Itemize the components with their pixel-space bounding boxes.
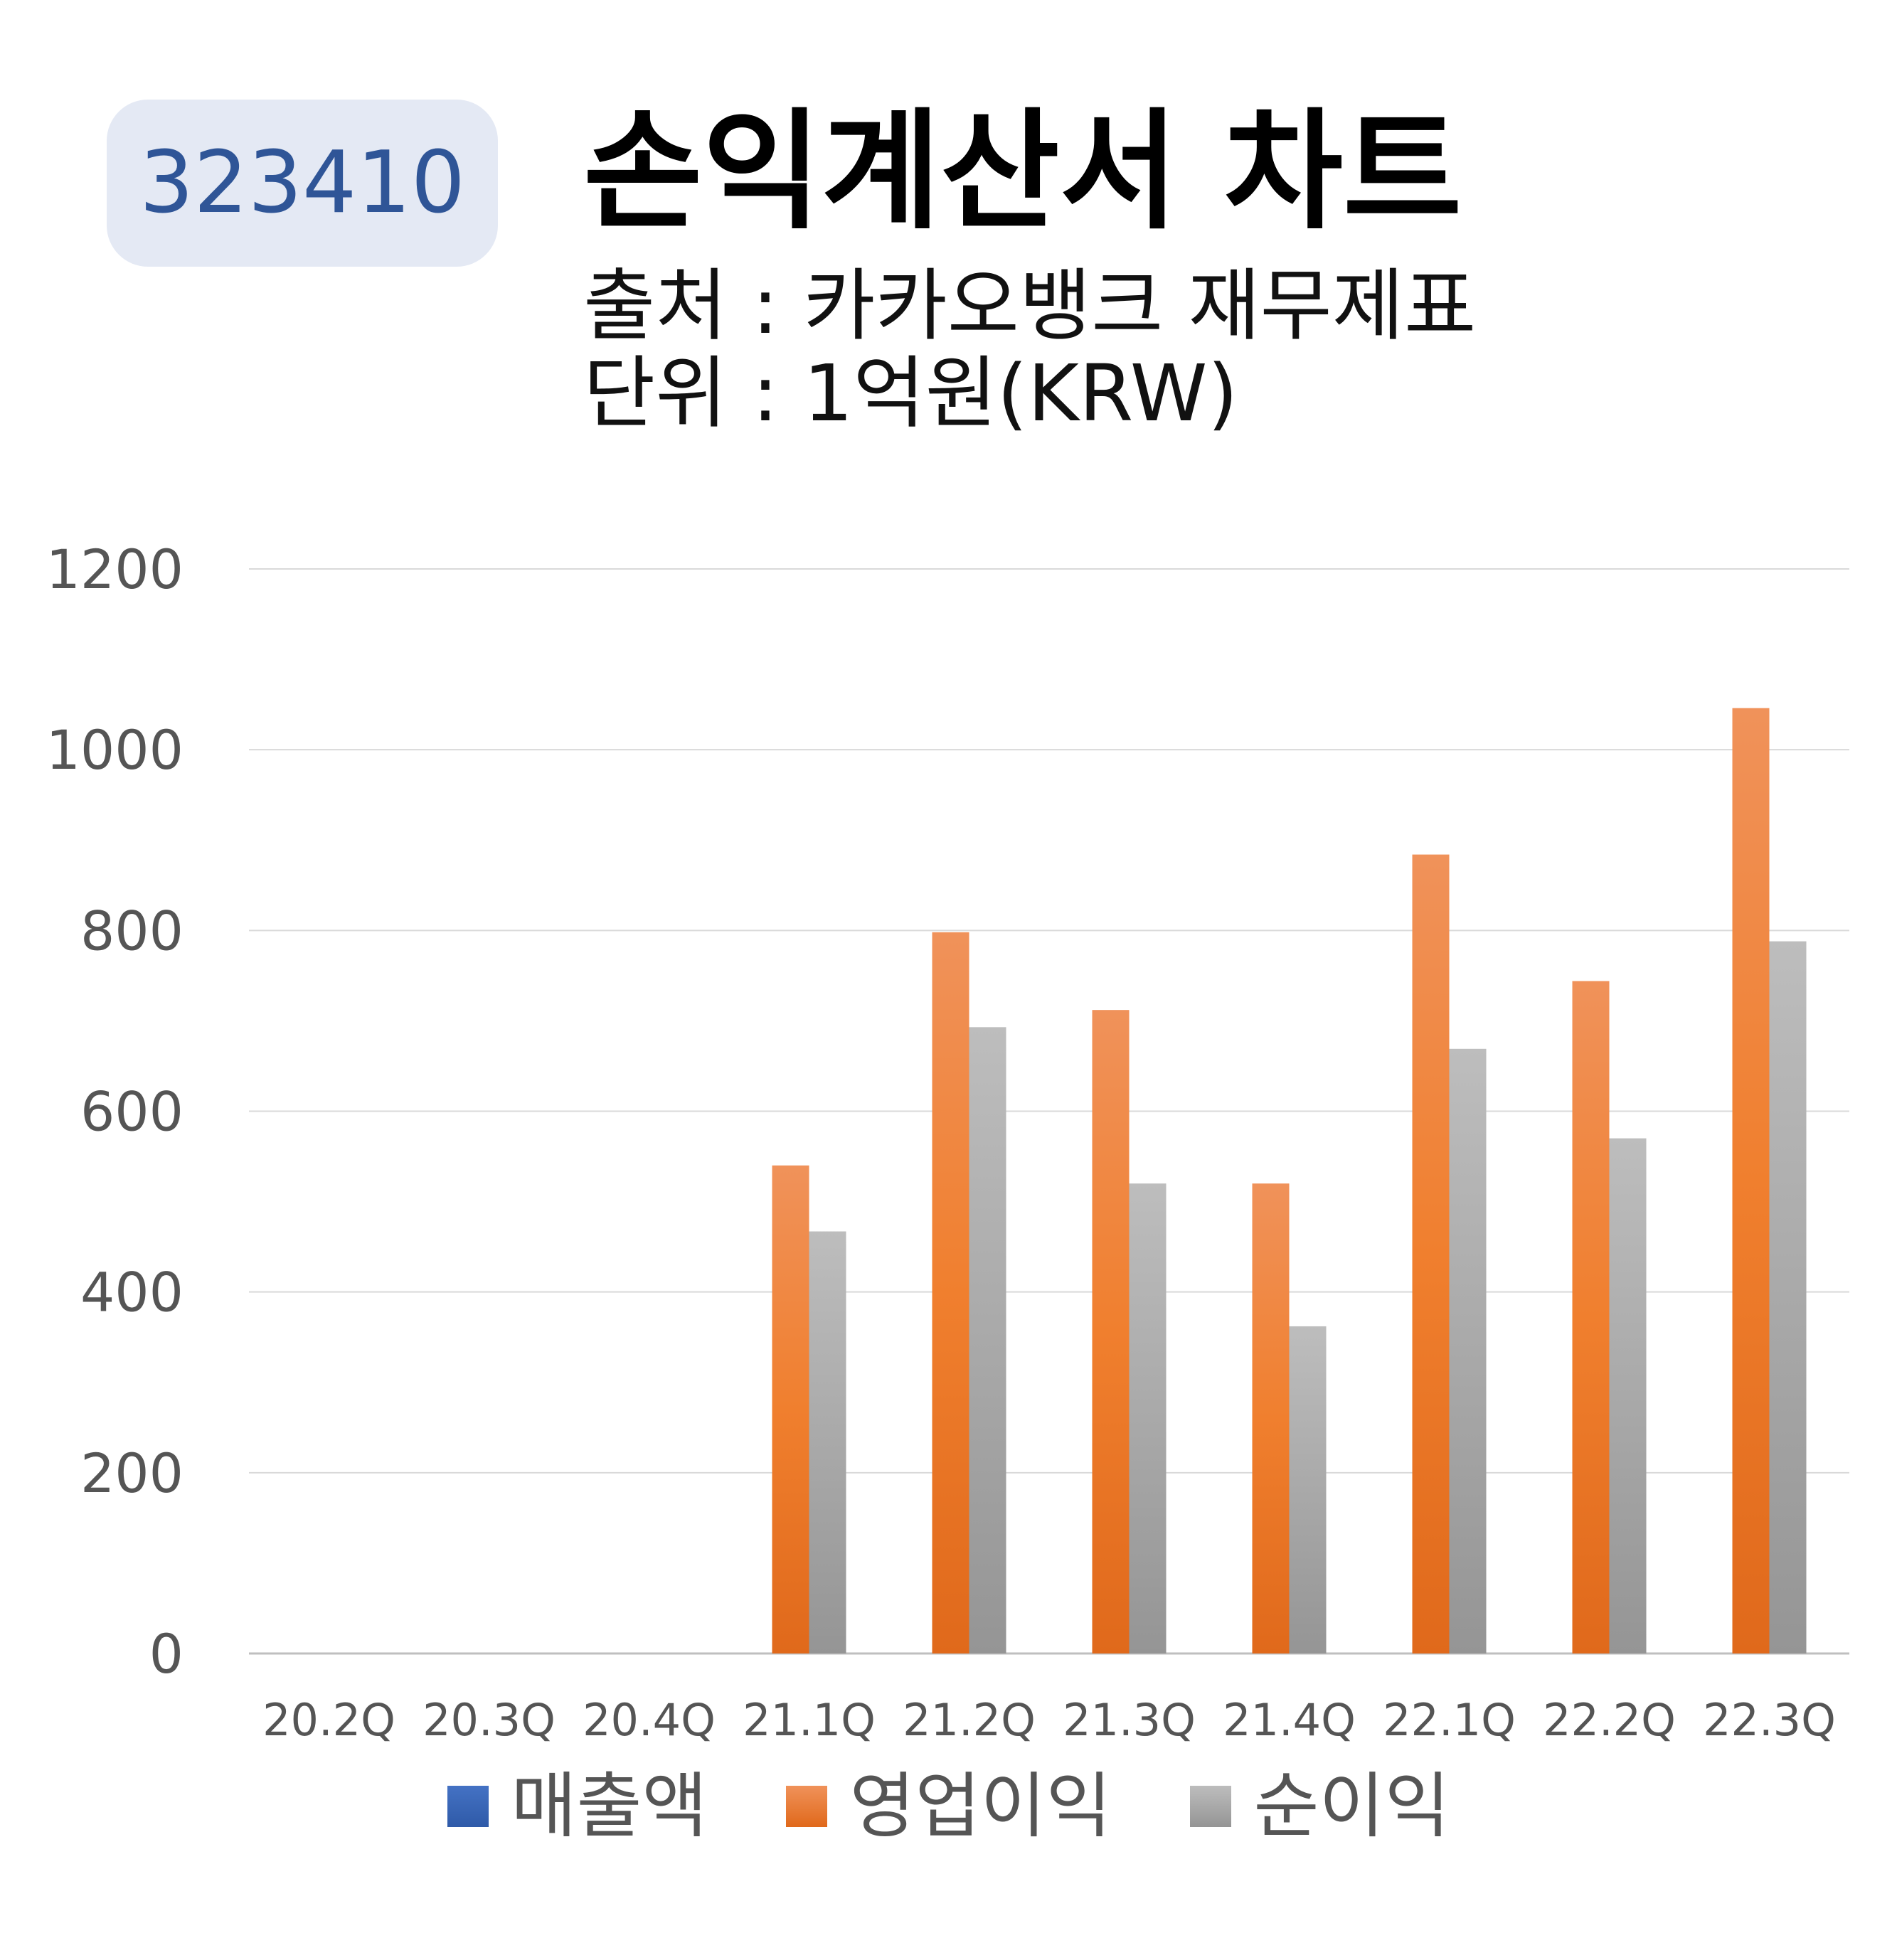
legend-swatch (1189, 1786, 1231, 1827)
x-axis-ticks: 20.2Q 20.3Q 20.4Q 21.1Q 21.2Q 21.3Q 21.4Q 22.1Q… (262, 1694, 1836, 1746)
bar-operating-profit[interactable] (1252, 1183, 1290, 1653)
bar-net-income[interactable] (1129, 1183, 1167, 1653)
bar-operating-profit[interactable] (1412, 854, 1450, 1653)
legend-swatch (785, 1786, 827, 1827)
legend-swatch (447, 1786, 489, 1827)
y-tick-label: 0 (149, 1622, 184, 1685)
x-tick-label: 21.2Q (903, 1694, 1036, 1746)
gridlines (249, 568, 1849, 1655)
legend-item-sales[interactable]: 매출액 (447, 1771, 708, 1842)
x-tick-label: 21.4Q (1223, 1694, 1356, 1746)
stock-code-badge: 323410 (107, 100, 498, 267)
bar-operating-profit[interactable] (1732, 708, 1770, 1654)
bar-net-income[interactable] (969, 1027, 1006, 1653)
legend-label: 영업이익 (849, 1764, 1112, 1848)
stock-code: 323410 (139, 134, 466, 233)
source-line: 출처 : 카카오뱅크 재무제표 (583, 260, 1477, 351)
x-tick-label: 22.1Q (1383, 1694, 1516, 1746)
y-tick-label: 800 (80, 899, 184, 962)
bar-net-income[interactable] (1769, 941, 1807, 1653)
bar-net-income[interactable] (1289, 1326, 1327, 1653)
x-tick-label: 22.3Q (1703, 1694, 1836, 1746)
unit-line: 단위 : 1억원(KRW) (583, 348, 1238, 439)
y-tick-label: 1000 (46, 718, 184, 782)
x-tick-label: 22.2Q (1543, 1694, 1676, 1746)
bar-operating-profit[interactable] (1092, 1010, 1130, 1653)
legend-item-operating-profit[interactable]: 영업이익 (785, 1764, 1112, 1848)
bar-operating-profit[interactable] (772, 1165, 809, 1653)
bar-net-income[interactable] (1609, 1138, 1647, 1653)
y-tick-label: 200 (80, 1442, 184, 1505)
x-tick-label: 20.3Q (423, 1694, 556, 1746)
x-tick-label: 21.3Q (1063, 1694, 1196, 1746)
bar-chart: 0 200 400 600 800 1000 1200 20.2Q 20.3Q 20.4Q 21.… (46, 538, 1849, 1746)
x-tick-label: 20.2Q (262, 1694, 395, 1746)
y-tick-label: 400 (80, 1261, 184, 1324)
bar-net-income[interactable] (1449, 1048, 1487, 1653)
legend-label: 매출액 (511, 1764, 708, 1848)
legend: 매출액 영업이익 순이익 (0, 1771, 1897, 1842)
legend-item-net-income[interactable]: 순이익 (1189, 1764, 1450, 1848)
x-tick-label: 21.1Q (743, 1694, 876, 1746)
bar-operating-profit[interactable] (932, 932, 969, 1653)
y-tick-label: 1200 (46, 538, 184, 601)
y-axis-ticks: 0 200 400 600 800 1000 1200 (46, 538, 184, 1685)
page-title: 손익계산서 차트 (583, 96, 1462, 247)
legend-label: 순이익 (1253, 1764, 1450, 1848)
x-tick-label: 20.4Q (583, 1694, 716, 1746)
bar-net-income[interactable] (809, 1231, 846, 1653)
bars (772, 708, 1807, 1654)
bar-operating-profit[interactable] (1572, 981, 1610, 1654)
y-tick-label: 600 (80, 1080, 184, 1144)
